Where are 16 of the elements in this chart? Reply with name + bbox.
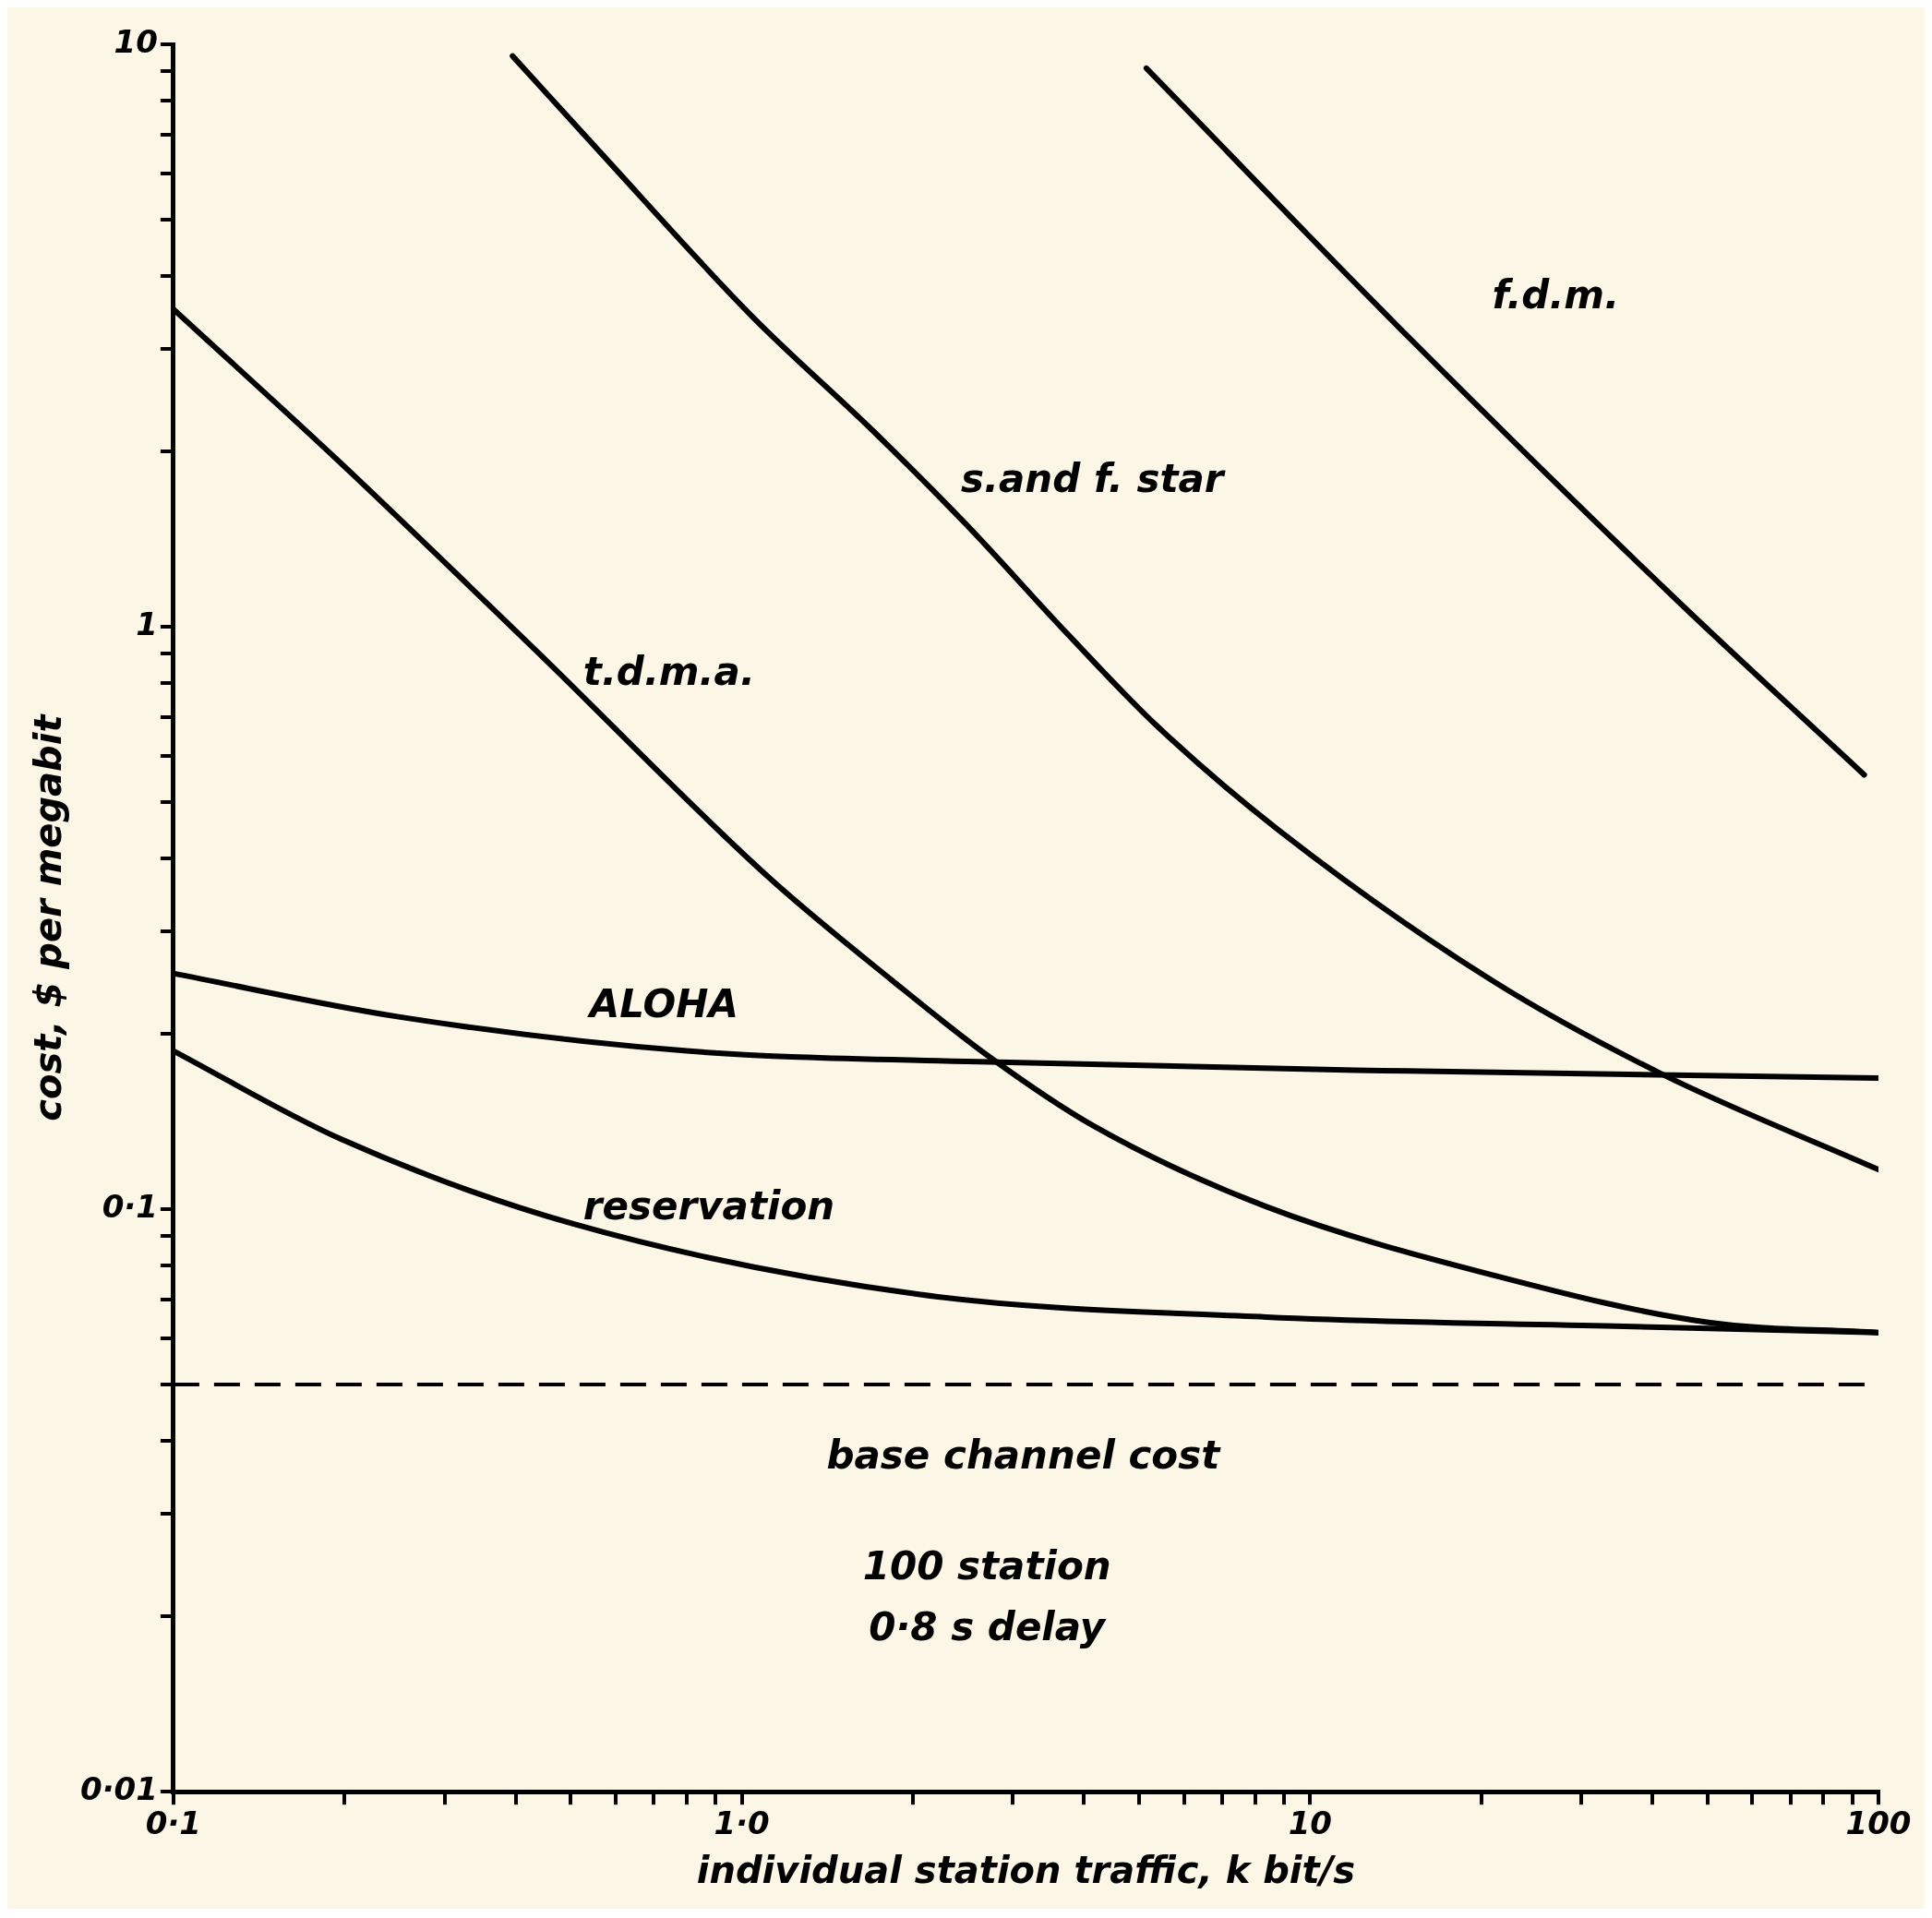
annotation: 100 station xyxy=(862,1543,1111,1589)
x-tick-label: 10 xyxy=(1288,1804,1332,1842)
ref-line-label: base channel cost xyxy=(826,1433,1222,1479)
series-label: t.d.m.a. xyxy=(582,649,755,695)
annotation: 0·8 s delay xyxy=(869,1604,1107,1650)
x-tick-label: 1·0 xyxy=(714,1804,770,1842)
x-tick-label: 100 xyxy=(1845,1804,1912,1842)
series-label: s.and f. star xyxy=(961,456,1226,502)
y-tick-label: 1 xyxy=(136,605,158,642)
y-axis-title: cost, $ per megabit xyxy=(27,713,70,1121)
series-label: reservation xyxy=(582,1183,835,1229)
y-tick-label: 0·1 xyxy=(102,1187,158,1225)
x-axis-title: individual station traffic, k bit/s xyxy=(696,1849,1356,1892)
series-label: f.d.m. xyxy=(1492,271,1620,318)
series-label: ALOHA xyxy=(586,981,738,1027)
y-tick-label: 10 xyxy=(114,22,158,60)
